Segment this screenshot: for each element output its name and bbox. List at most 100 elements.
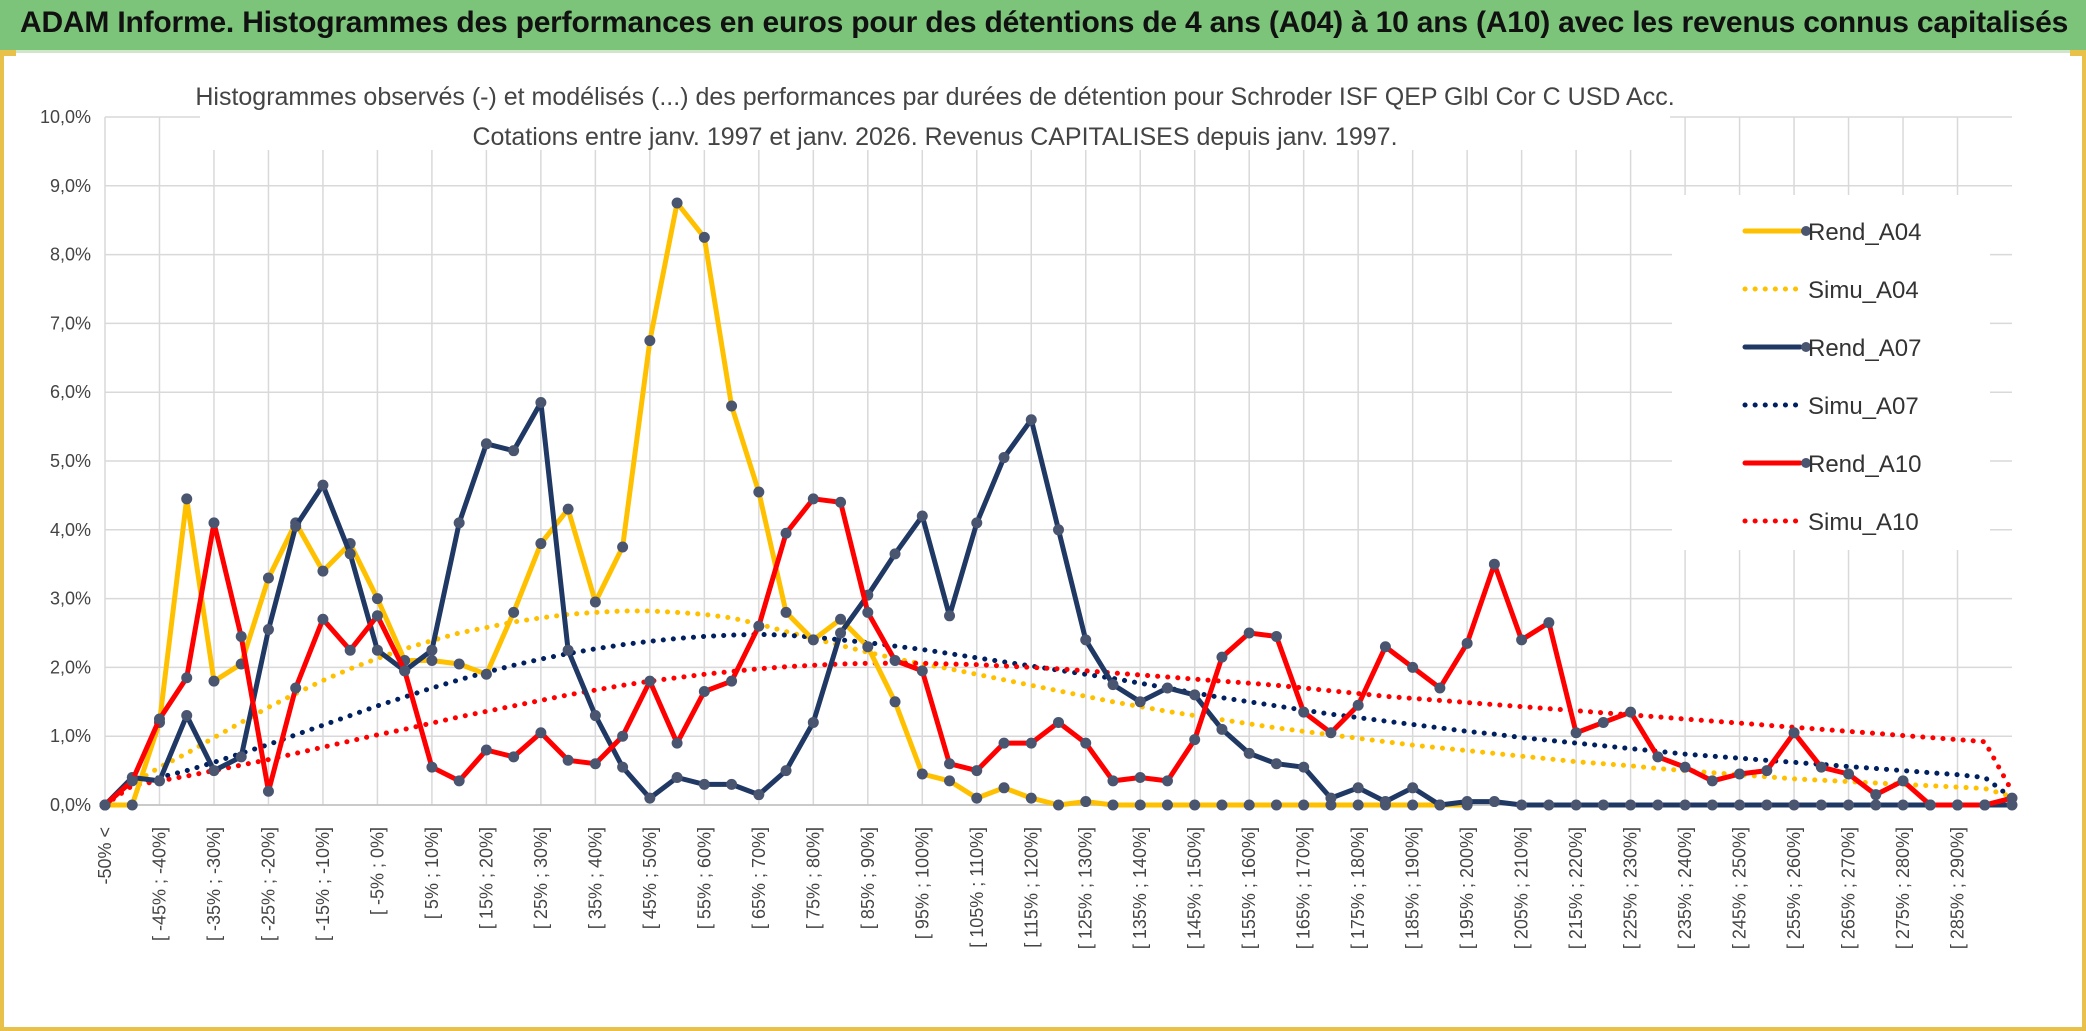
data-point-rend-a07 [889,548,901,560]
data-point-rend-a10 [1053,716,1064,728]
series-simu-a10 [102,660,2015,808]
x-tick-label: [ 185% ; 190%] [1403,827,1423,949]
x-tick-label: [ -45% ; -40%] [149,827,169,941]
data-point-rend-a10 [1161,775,1173,787]
x-tick-label: [ 285% ; 290%] [1948,827,1968,949]
x-tick-label: [ 275% ; 280%] [1893,827,1913,949]
data-point-rend-a10 [726,675,738,687]
data-point-rend-a04 [671,197,683,209]
y-axis-ticks: 0,0% 1,0% 2,0% 3,0% 4,0% 5,0% 6,0% 7,0% 8,0% 9,0%… [40,107,91,815]
data-point-rend-a10 [1788,727,1800,739]
x-tick-label: [ 205% ; 210%] [1512,827,1532,949]
data-point-rend-a04 [317,565,329,577]
data-point-rend-a04 [1216,799,1228,811]
data-point-rend-a04 [371,593,383,605]
data-point-rend-a10 [1815,761,1827,773]
data-point-rend-a04 [480,668,492,680]
data-point-rend-a07 [944,610,956,622]
x-tick-label: [ 75% ; 80%] [803,827,823,929]
data-point-rend-a10 [1407,661,1419,673]
data-point-rend-a10 [1761,765,1773,777]
data-point-rend-a10 [1270,630,1282,642]
x-tick-label: [ 85% ; 90%] [858,827,878,929]
data-point-rend-a07 [1488,796,1500,808]
x-tick-label: [ 145% ; 150%] [1185,827,1205,949]
data-point-rend-a10 [562,754,574,766]
data-point-rend-a10 [1924,799,1936,811]
data-point-rend-a04 [126,799,138,811]
x-tick-label: [ 15% ; 20%] [476,827,496,929]
legend-item-rend-a04: Rend_A04 [1742,219,1921,246]
data-point-rend-a04 [807,634,819,646]
y-tick-label: 0,0% [50,795,91,815]
data-point-rend-a10 [2006,792,2018,804]
x-tick-label: [ -15% ; -10%] [313,827,333,941]
y-tick-label: 6,0% [50,382,91,402]
data-point-rend-a04 [1189,799,1201,811]
data-point-rend-a10 [780,527,792,539]
y-tick-label: 2,0% [50,657,91,677]
data-point-rend-a10 [862,606,874,618]
data-point-rend-a10 [208,517,220,529]
data-point-rend-a07 [1216,723,1228,735]
data-point-rend-a07 [698,778,710,790]
data-point-rend-a07 [453,517,465,529]
data-point-rend-a07 [1025,414,1037,426]
data-point-rend-a07 [1570,799,1582,811]
data-point-rend-a10 [1843,768,1855,780]
data-point-rend-a07 [1652,799,1664,811]
x-tick-label: [ 165% ; 170%] [1294,827,1314,949]
legend-item-simu-a04: Simu_A04 [1742,277,1919,304]
data-point-rend-a07 [153,775,165,787]
data-point-rend-a04 [181,493,193,505]
data-point-rend-a07 [1516,799,1528,811]
data-point-rend-a07 [1434,799,1446,811]
data-point-rend-a10 [1979,799,1991,811]
x-tick-label: [ 55% ; 60%] [694,827,714,929]
x-tick-label: [ 65% ; 70%] [749,827,769,929]
data-point-rend-a10 [1080,737,1092,749]
y-tick-label: 1,0% [50,726,91,746]
data-point-rend-a04 [1352,799,1364,811]
data-point-rend-a07 [1679,799,1691,811]
legend-label: Rend_A04 [1808,219,1921,246]
data-point-rend-a04 [862,641,874,653]
series-line-simu-a10 [102,660,2015,808]
data-point-rend-a10 [1352,699,1364,711]
data-point-rend-a10 [1025,737,1037,749]
data-point-rend-a07 [971,517,983,529]
data-point-rend-a07 [1706,799,1718,811]
data-point-rend-a10 [426,761,438,773]
data-point-rend-a07 [916,510,928,522]
data-point-rend-a04 [453,658,465,670]
data-point-rend-a04 [1134,799,1146,811]
data-point-rend-a07 [1352,782,1364,794]
corner-accent-left [0,50,16,56]
data-point-rend-a07 [671,771,683,783]
data-point-rend-a04 [1161,799,1173,811]
x-tick-label: [ 25% ; 30%] [531,827,551,929]
data-point-rend-a10 [1434,682,1446,694]
legend-item-rend-a07: Rend_A07 [1742,335,1921,362]
data-point-rend-a07 [1270,758,1282,770]
x-tick-label: [ 95% ; 100%] [912,827,932,939]
legend: Rend_A04 Simu_A04 Rend_A07 Simu_A07 Rend_A10… [1742,219,1921,536]
data-point-rend-a10 [235,630,247,642]
x-tick-label: [ 255% ; 260%] [1784,827,1804,949]
data-point-rend-a10 [1488,558,1500,570]
data-point-rend-a10 [1897,775,1909,787]
data-point-rend-a04 [944,775,956,787]
data-point-rend-a07 [508,445,520,457]
legend-item-rend-a10: Rend_A10 [1742,451,1921,478]
data-point-rend-a04 [1080,796,1092,808]
data-point-rend-a10 [1134,771,1146,783]
x-tick-label: [ 195% ; 200%] [1457,827,1477,949]
data-point-rend-a07 [1734,799,1746,811]
data-point-rend-a10 [644,675,656,687]
data-point-rend-a10 [1734,768,1746,780]
data-point-rend-a07 [780,765,792,777]
data-point-rend-a07 [1053,524,1064,536]
data-point-rend-a10 [916,665,928,677]
data-point-rend-a04 [835,613,847,625]
data-point-rend-a07 [1815,799,1827,811]
